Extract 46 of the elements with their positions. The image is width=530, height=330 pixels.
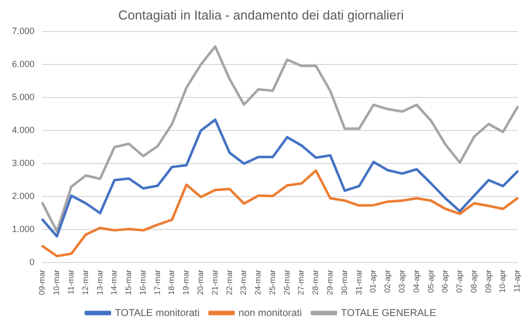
- x-tick-label: 22-mar: [224, 269, 234, 296]
- x-tick-label: 08-apr: [469, 269, 478, 293]
- x-tick-label: 15-mar: [124, 269, 134, 296]
- x-tick-label: 13-mar: [95, 269, 104, 296]
- x-tick-label: 29-mar: [326, 269, 335, 296]
- x-tick-label: 24-mar: [254, 269, 263, 296]
- y-tick-label: 7.000: [12, 26, 35, 36]
- legend-label: TOTALE GENERALE: [340, 308, 436, 319]
- y-tick-label: 6.000: [12, 59, 35, 70]
- x-tick-label: 23-mar: [239, 269, 248, 296]
- x-tick-label: 20-mar: [196, 269, 206, 296]
- x-tick-label: 02-apr: [383, 269, 392, 293]
- x-tick-label: 06-apr: [440, 269, 450, 293]
- x-tick-label: 09-apr: [484, 269, 493, 293]
- x-tick-label: 05-apr: [426, 269, 436, 293]
- x-tick-label: 10-mar: [52, 269, 62, 296]
- x-tick-label: 31-mar: [354, 269, 364, 296]
- x-tick-label: 16-mar: [138, 269, 148, 296]
- x-tick-label: 12-mar: [80, 269, 90, 296]
- x-tick-label: 28-mar: [311, 269, 320, 296]
- x-tick-label: 11-mar: [66, 269, 76, 294]
- y-tick-label: 5.000: [12, 92, 35, 102]
- x-tick-label: 17-mar: [152, 269, 162, 296]
- x-tick-label: 19-mar: [182, 269, 191, 296]
- y-tick-label: 3.000: [12, 158, 35, 168]
- y-tick-label: 4.000: [12, 125, 35, 136]
- x-tick-label: 21-mar: [210, 269, 220, 296]
- x-tick-label: 30-mar: [340, 269, 349, 296]
- y-tick-label: 0: [30, 257, 35, 268]
- x-tick-label: 09-mar: [38, 269, 47, 296]
- legend-label: TOTALE monitorati: [114, 308, 200, 319]
- x-tick-label: 04-apr: [412, 269, 421, 293]
- x-tick-label: 10-apr: [498, 269, 508, 293]
- x-tick-label: 07-apr: [455, 269, 464, 293]
- x-tick-label: 14-mar: [110, 269, 119, 296]
- x-tick-label: 27-mar: [296, 269, 306, 296]
- chart-title: Contagiati in Italia - andamento dei dati giornalieri: [118, 7, 404, 22]
- x-tick-label: 01-apr: [368, 269, 378, 293]
- x-tick-label: 18-mar: [167, 269, 176, 296]
- x-tick-label: 03-apr: [397, 269, 406, 293]
- x-tick-label: 25-mar: [268, 269, 277, 296]
- x-tick-label: 26-mar: [282, 269, 292, 296]
- legend-label: non monitorati: [238, 308, 302, 319]
- x-tick-label: 11-apr: [512, 269, 522, 292]
- y-tick-label: 1.000: [12, 224, 35, 234]
- y-tick-label: 2.000: [12, 191, 35, 202]
